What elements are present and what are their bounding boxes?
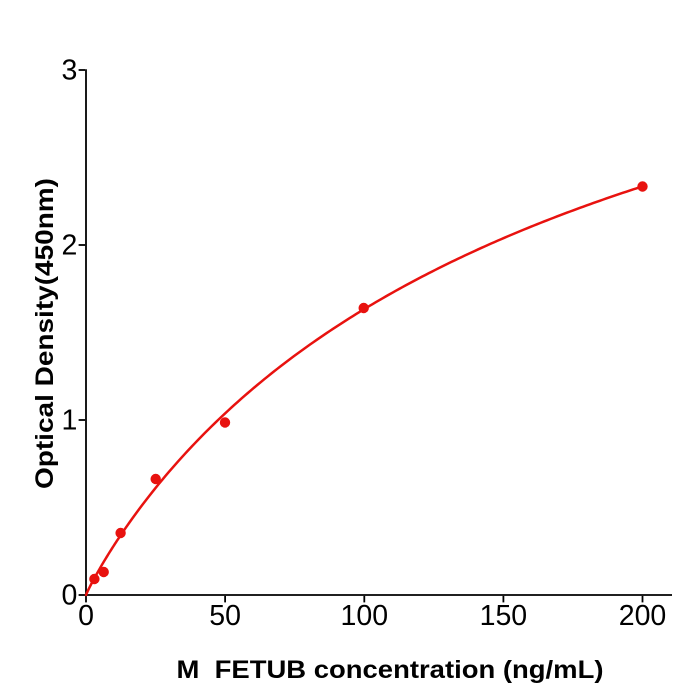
svg-text:Optical Density(450nm): Optical Density(450nm)	[31, 178, 59, 489]
svg-text:100: 100	[341, 600, 389, 632]
svg-text:M FETUB concentration (ng/mL): M FETUB concentration (ng/mL)	[177, 656, 604, 684]
svg-text:0: 0	[78, 600, 94, 632]
svg-text:2: 2	[62, 230, 78, 262]
svg-text:0: 0	[62, 580, 78, 612]
svg-text:3: 3	[62, 55, 78, 87]
svg-text:50: 50	[209, 600, 241, 632]
svg-text:150: 150	[480, 600, 528, 632]
svg-text:1: 1	[62, 405, 78, 437]
svg-text:200: 200	[619, 600, 667, 632]
